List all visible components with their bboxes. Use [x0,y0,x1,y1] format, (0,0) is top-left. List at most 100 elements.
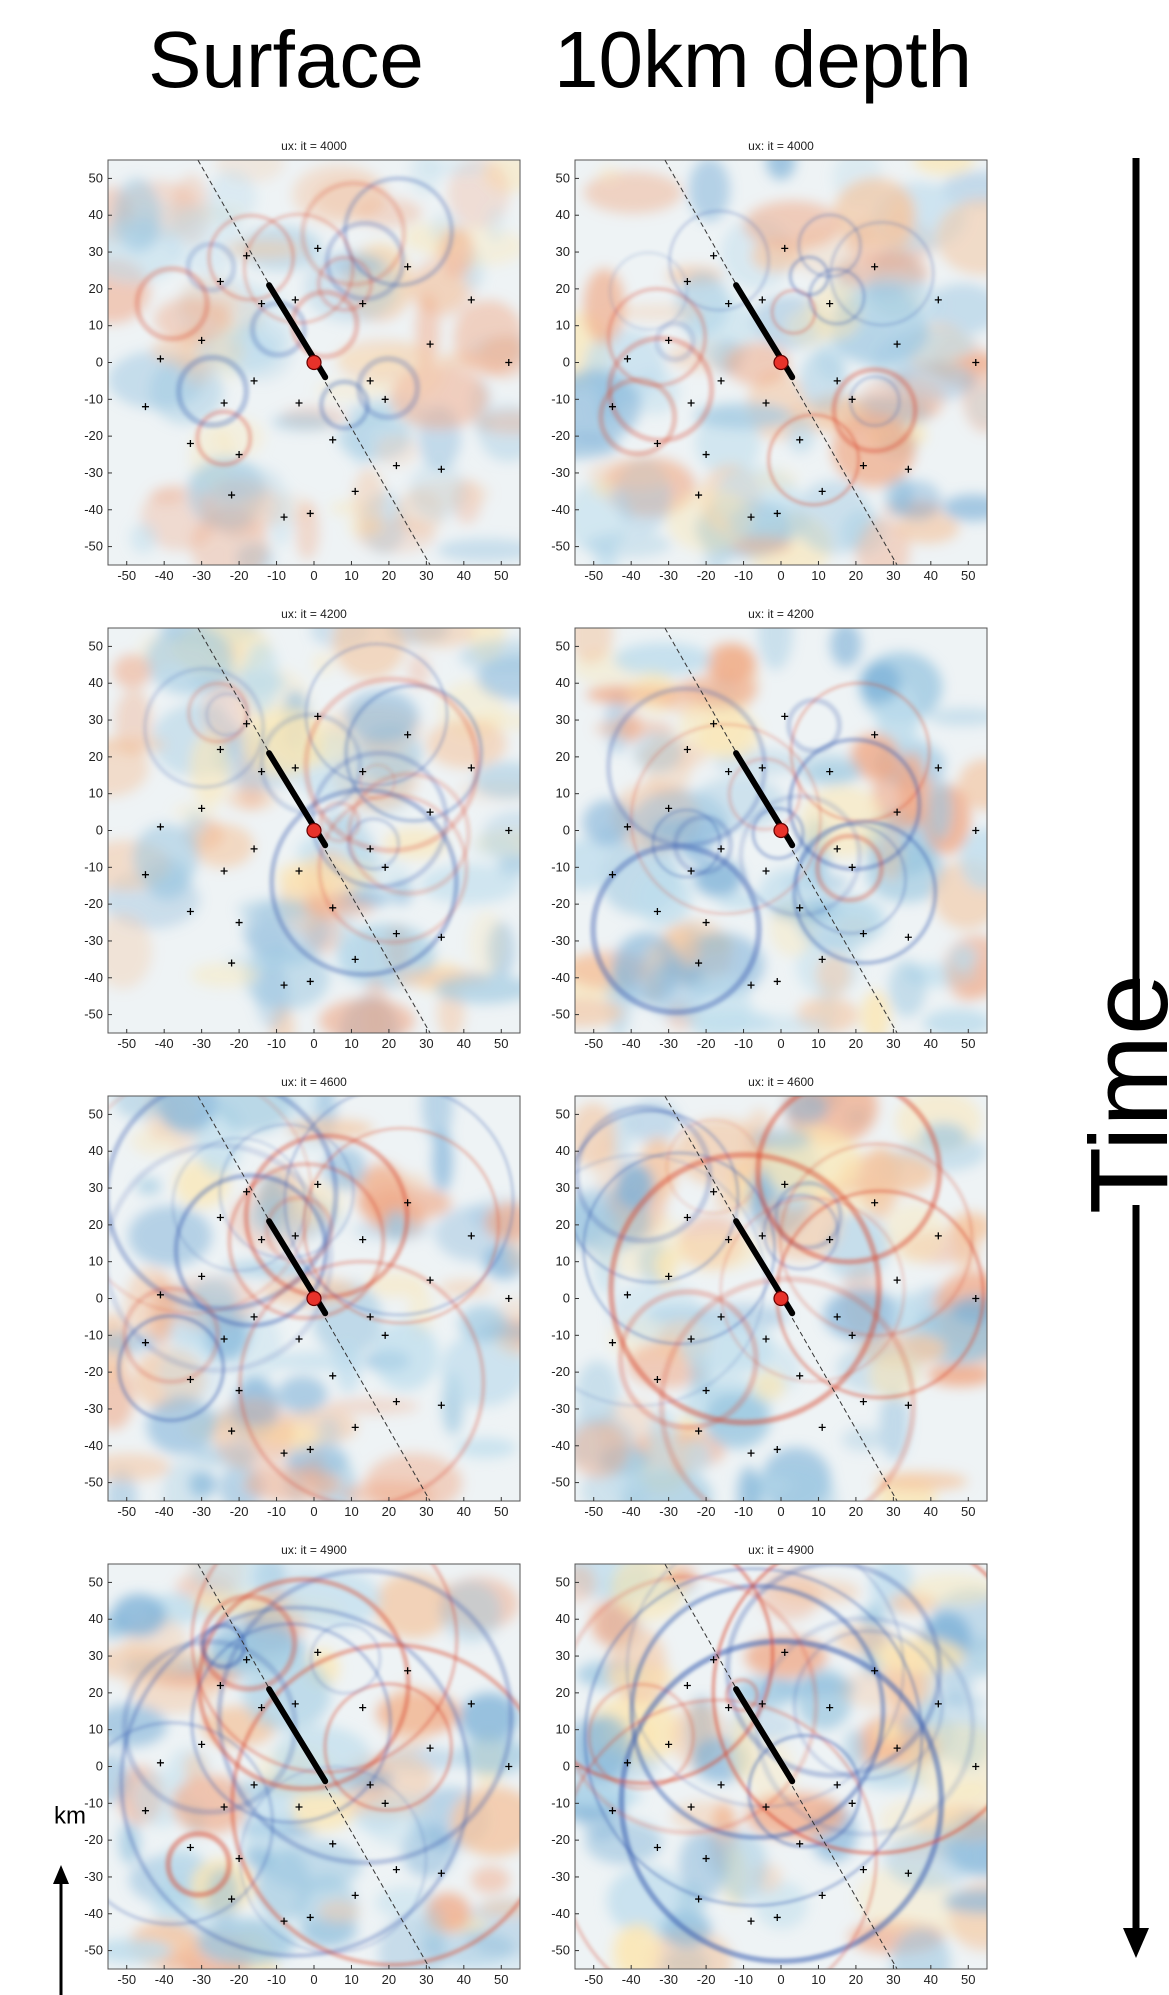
blob [575,628,614,663]
station [250,845,258,853]
x-tick-label: 10 [811,1504,825,1519]
x-tick-label: -50 [584,568,603,583]
wavefield [575,160,987,565]
blob [719,1831,768,1903]
blob [271,413,335,431]
hypocenter [306,1290,322,1307]
blob [324,1397,420,1415]
wavefield-blobs [575,160,987,565]
ring [575,1574,819,1835]
ring [302,1127,500,1325]
station [623,823,631,831]
blob [136,1177,162,1195]
station [702,1855,710,1863]
x-tick-label: 50 [494,1972,508,1987]
ring [216,1568,514,1866]
station [623,355,631,363]
wavefield-blobs [575,628,987,1033]
ring [242,212,355,325]
station [826,1704,834,1712]
ring [195,409,253,467]
x-tick-label: -40 [155,568,174,583]
station [426,1276,434,1284]
x-tick-label: 10 [344,1972,358,1987]
station [381,395,389,403]
station [329,1840,337,1848]
station [329,904,337,912]
blob [747,1463,837,1501]
blob [302,895,375,919]
wavefield-rings [590,681,938,1016]
hypocenter [773,1290,789,1307]
station [216,278,224,285]
blob [472,761,520,799]
station [359,768,367,776]
ring [583,1567,923,1907]
station [426,340,434,348]
ring [849,375,901,427]
y-tick-label: -10 [551,1795,570,1810]
y-tick-label: 0 [96,1291,103,1306]
ring [831,367,918,454]
blob [613,642,712,676]
x-tick-label: 0 [777,1972,784,1987]
blob [830,628,862,667]
station [859,1398,867,1406]
blob [743,200,842,250]
station [833,377,841,385]
blob [276,858,376,894]
station [687,1335,695,1343]
station [665,1740,673,1748]
station [198,336,206,344]
wavefield [108,1564,520,1969]
ring [755,1096,943,1265]
station [904,933,912,941]
station [156,1291,164,1299]
y-tick-label: 30 [89,244,103,259]
station [665,804,673,812]
station [351,487,359,495]
blob [587,459,681,489]
column-heading: Surface [148,15,424,104]
station [695,959,703,967]
station [710,1188,718,1196]
x-tick-label: 30 [886,1972,900,1987]
station [934,764,942,772]
y-tick-label: -10 [551,859,570,874]
blob [970,1636,987,1678]
x-tick-label: 50 [494,568,508,583]
x-tick-label: -10 [267,568,286,583]
x-tick-label: -20 [697,1972,716,1987]
station [710,1656,718,1664]
y-tick-label: 40 [89,1143,103,1158]
ring [751,806,805,860]
station [220,867,228,875]
panel-title: ux: it = 4000 [748,139,814,153]
wavefield-rings [598,209,935,507]
station [467,764,475,772]
blob [485,1202,520,1242]
x-tick-label: 20 [849,568,863,583]
station [359,1236,367,1244]
blob [786,415,815,454]
blob [678,674,758,706]
y-tick-label: -50 [551,1007,570,1022]
station [404,1199,412,1207]
station [404,731,412,739]
blob [385,1209,408,1242]
blob [154,297,232,342]
x-tick-label: 50 [961,1972,975,1987]
y-tick-label: -40 [551,970,570,985]
blob [671,1800,737,1833]
blob [319,998,415,1033]
station [220,1803,228,1811]
station [762,1335,770,1343]
blob [289,1790,356,1832]
station [295,399,303,407]
blob [345,690,419,744]
station [710,252,718,260]
station [141,1339,149,1347]
blob [335,350,401,369]
station [243,252,251,260]
blob [923,1009,987,1033]
